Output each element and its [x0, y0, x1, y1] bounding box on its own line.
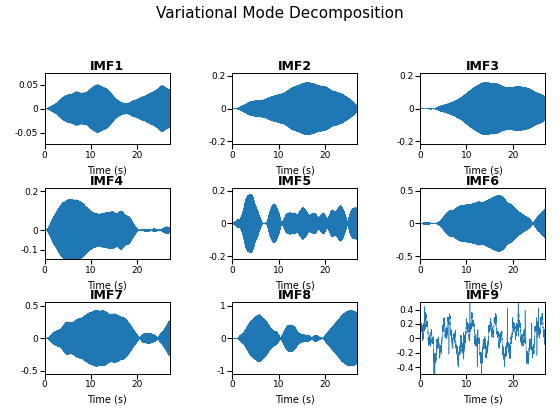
X-axis label: Time (s): Time (s): [87, 280, 127, 290]
Title: IMF2: IMF2: [278, 60, 312, 73]
X-axis label: Time (s): Time (s): [275, 280, 315, 290]
X-axis label: Time (s): Time (s): [463, 165, 502, 175]
X-axis label: Time (s): Time (s): [87, 395, 127, 405]
Title: IMF8: IMF8: [278, 289, 312, 302]
X-axis label: Time (s): Time (s): [87, 165, 127, 175]
X-axis label: Time (s): Time (s): [275, 395, 315, 405]
Title: IMF7: IMF7: [90, 289, 124, 302]
X-axis label: Time (s): Time (s): [463, 395, 502, 405]
Text: Variational Mode Decomposition: Variational Mode Decomposition: [156, 6, 404, 21]
Title: IMF1: IMF1: [90, 60, 124, 73]
Title: IMF4: IMF4: [90, 175, 124, 188]
Title: IMF9: IMF9: [465, 289, 500, 302]
Title: IMF3: IMF3: [465, 60, 500, 73]
Title: IMF6: IMF6: [465, 175, 500, 188]
Title: IMF5: IMF5: [278, 175, 312, 188]
X-axis label: Time (s): Time (s): [463, 280, 502, 290]
X-axis label: Time (s): Time (s): [275, 165, 315, 175]
